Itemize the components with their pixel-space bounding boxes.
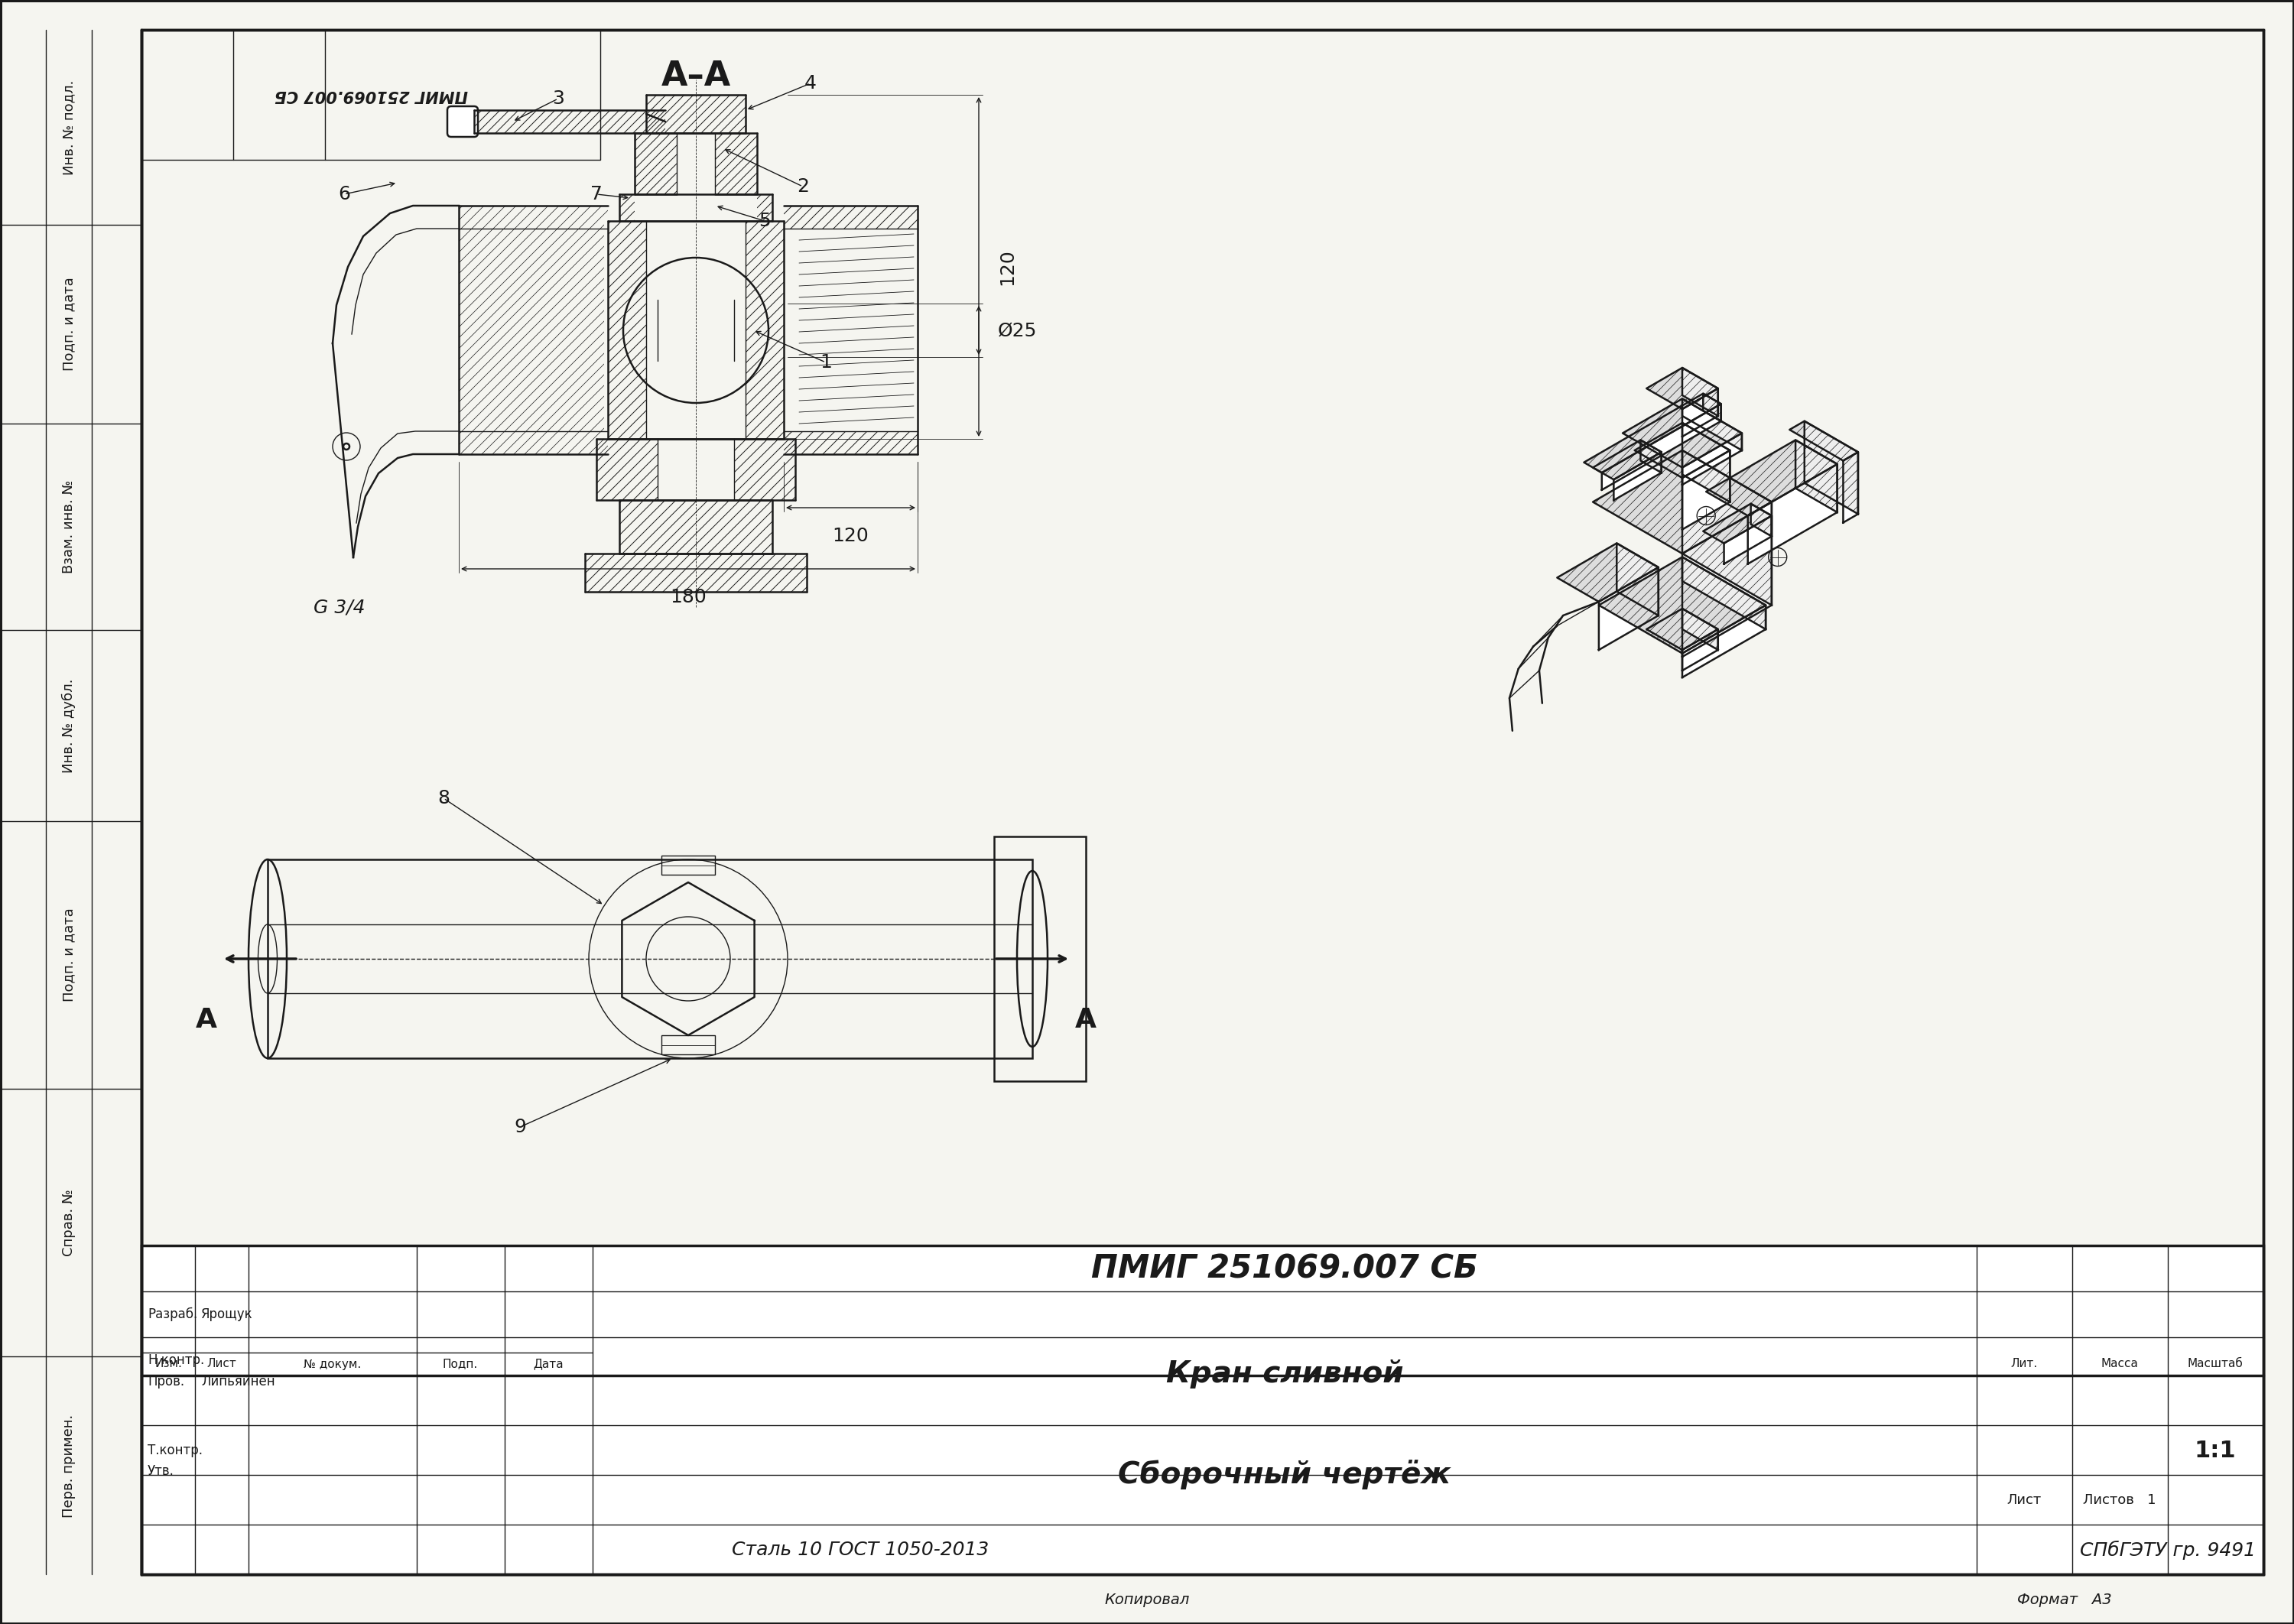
- Text: Взам. инв. №: Взам. инв. №: [62, 481, 76, 573]
- Polygon shape: [1725, 516, 1771, 564]
- Text: Справ. №: Справ. №: [62, 1189, 76, 1255]
- Polygon shape: [1682, 606, 1766, 677]
- Polygon shape: [1583, 393, 1720, 473]
- Text: Кран сливной: Кран сливной: [1165, 1359, 1404, 1389]
- Bar: [142, 29, 601, 159]
- Text: А–А: А–А: [661, 58, 732, 93]
- Text: 1: 1: [819, 354, 833, 372]
- Text: 120: 120: [998, 248, 1016, 286]
- Polygon shape: [1613, 451, 1661, 500]
- Text: Разраб.: Разраб.: [147, 1307, 197, 1322]
- Polygon shape: [1702, 393, 1720, 421]
- Text: 4: 4: [805, 75, 817, 93]
- Text: Листов   1: Листов 1: [2083, 1492, 2156, 1507]
- Polygon shape: [1789, 421, 1858, 461]
- Text: 6: 6: [337, 185, 351, 203]
- Text: Дата: Дата: [532, 1358, 564, 1369]
- Text: Лист: Лист: [206, 1358, 236, 1369]
- Text: Инв. № подл.: Инв. № подл.: [62, 80, 76, 175]
- Bar: [268, 859, 1032, 1059]
- Text: ПМИГ 251069.007 СБ: ПМИГ 251069.007 СБ: [273, 88, 468, 102]
- Bar: [661, 856, 716, 875]
- Text: Подп. и дата: Подп. и дата: [62, 278, 76, 372]
- Polygon shape: [1617, 544, 1659, 615]
- Text: Подп.: Подп.: [443, 1358, 477, 1369]
- Polygon shape: [1592, 440, 1661, 479]
- Text: 120: 120: [833, 526, 869, 546]
- Text: А: А: [1076, 1007, 1097, 1033]
- Text: Пров.: Пров.: [147, 1376, 184, 1389]
- Text: 1:1: 1:1: [2195, 1439, 2237, 1462]
- Text: ПМИГ 251069.007 СБ: ПМИГ 251069.007 СБ: [1092, 1252, 1477, 1285]
- Polygon shape: [1682, 434, 1741, 484]
- Text: Инв. № дубл.: Инв. № дубл.: [62, 679, 76, 773]
- Bar: [993, 836, 1085, 1082]
- Polygon shape: [1796, 440, 1837, 512]
- Text: Изм.: Изм.: [154, 1358, 181, 1369]
- Text: Копировал: Копировал: [1103, 1592, 1191, 1606]
- Text: Ø25: Ø25: [998, 322, 1037, 339]
- Text: Т.контр.: Т.контр.: [147, 1444, 202, 1457]
- Polygon shape: [1640, 440, 1661, 473]
- Text: Липьяйнен: Липьяйнен: [202, 1376, 275, 1389]
- Polygon shape: [1682, 502, 1771, 656]
- Polygon shape: [1750, 503, 1771, 536]
- Text: Формат   А3: Формат А3: [2016, 1592, 2113, 1606]
- Polygon shape: [1682, 388, 1718, 437]
- Text: Лист: Лист: [2007, 1492, 2042, 1507]
- Text: 8: 8: [438, 789, 450, 807]
- Text: 9: 9: [514, 1117, 525, 1137]
- Text: G 3/4: G 3/4: [314, 598, 365, 615]
- FancyBboxPatch shape: [447, 106, 477, 136]
- Text: 180: 180: [670, 588, 707, 606]
- Text: 2: 2: [796, 177, 810, 197]
- Polygon shape: [1682, 422, 1730, 502]
- Polygon shape: [1599, 567, 1659, 650]
- Text: Лит.: Лит.: [2010, 1358, 2037, 1369]
- Text: Утв.: Утв.: [147, 1465, 174, 1478]
- Polygon shape: [1748, 464, 1837, 564]
- Polygon shape: [1682, 628, 1718, 671]
- Text: 7: 7: [590, 185, 603, 203]
- Text: 3: 3: [553, 89, 564, 107]
- Text: Подп. и дата: Подп. и дата: [62, 908, 76, 1002]
- Text: Перв. примен.: Перв. примен.: [62, 1415, 76, 1517]
- Polygon shape: [1682, 400, 1741, 450]
- Polygon shape: [1622, 400, 1741, 468]
- Text: Н.контр.: Н.контр.: [147, 1353, 204, 1367]
- Polygon shape: [1647, 609, 1718, 650]
- Polygon shape: [1599, 557, 1766, 653]
- Text: Масштаб: Масштаб: [2188, 1358, 2244, 1369]
- Text: Ярощук: Ярощук: [202, 1307, 252, 1322]
- Polygon shape: [1805, 421, 1858, 515]
- Polygon shape: [1702, 503, 1771, 544]
- Polygon shape: [1636, 422, 1730, 477]
- Text: Масса: Масса: [2101, 1358, 2138, 1369]
- Polygon shape: [1592, 450, 1771, 554]
- Text: А: А: [195, 1007, 218, 1033]
- Polygon shape: [1707, 440, 1837, 516]
- Bar: [142, 1246, 2264, 1574]
- Polygon shape: [1682, 609, 1718, 650]
- Text: № докум.: № докум.: [303, 1358, 362, 1369]
- Text: Сборочный чертёж: Сборочный чертёж: [1119, 1460, 1450, 1489]
- Polygon shape: [1558, 544, 1659, 603]
- Polygon shape: [1647, 367, 1718, 409]
- Bar: [661, 1034, 716, 1054]
- Text: 5: 5: [759, 211, 771, 231]
- Polygon shape: [1601, 404, 1720, 490]
- Polygon shape: [1682, 450, 1771, 606]
- Polygon shape: [1842, 451, 1858, 523]
- Text: СПбГЭТУ гр. 9491: СПбГЭТУ гр. 9491: [2081, 1540, 2255, 1559]
- Polygon shape: [1682, 557, 1766, 628]
- Polygon shape: [1682, 367, 1718, 416]
- Text: Сталь 10 ГОСТ 1050-2013: Сталь 10 ГОСТ 1050-2013: [732, 1541, 989, 1559]
- Polygon shape: [1682, 450, 1730, 529]
